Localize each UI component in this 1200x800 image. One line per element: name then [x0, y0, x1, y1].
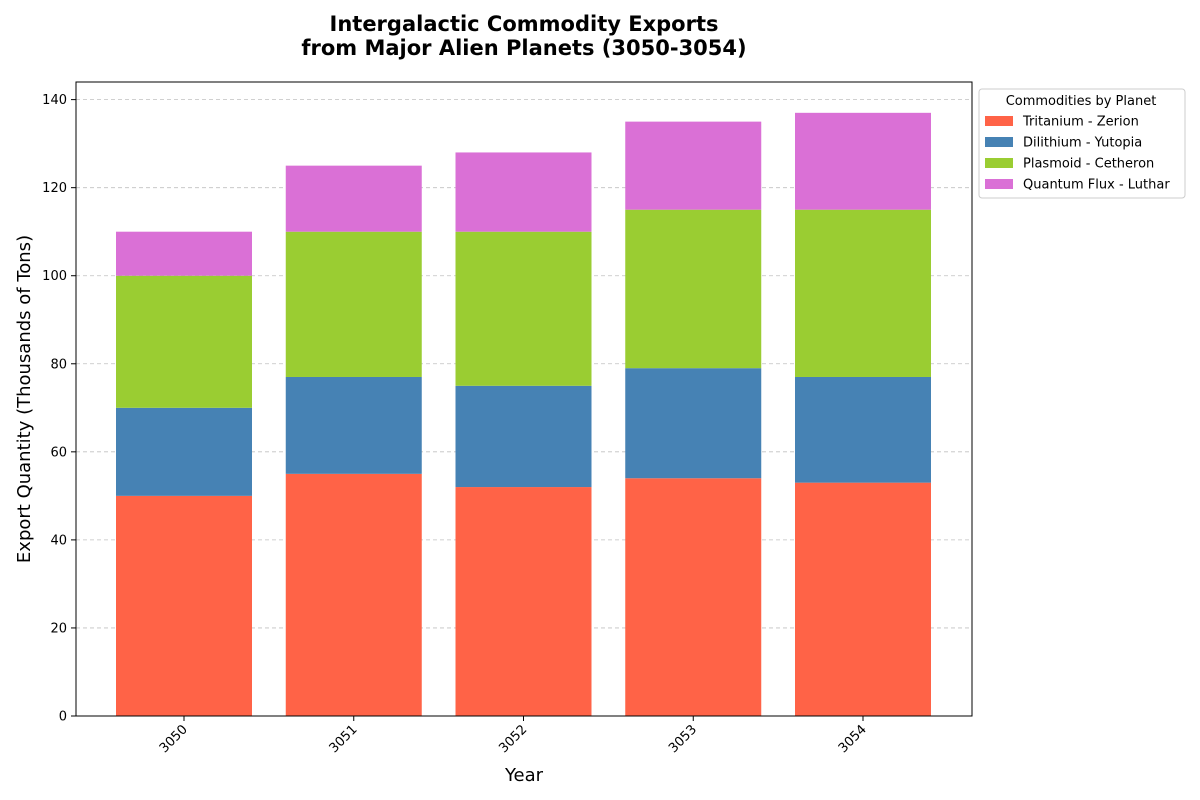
bar-segment: [625, 478, 762, 716]
bar-segment: [285, 165, 422, 232]
bar-segment: [795, 376, 931, 483]
x-tick-label: 3053: [666, 722, 700, 756]
y-tick-label: 40: [50, 533, 67, 548]
chart-title-line-1: Intergalactic Commodity Exports: [330, 12, 719, 36]
legend-items: Tritanium - Zerion Dilithium - Yutopia Pla…: [985, 115, 1170, 193]
y-tick-label: 120: [42, 181, 67, 196]
bar-segment: [625, 121, 762, 210]
legend-label: Quantum Flux - Luthar: [1023, 178, 1170, 193]
x-tick-label: 3052: [496, 722, 530, 756]
bar-segment: [795, 112, 931, 210]
bar-segment: [625, 209, 762, 369]
bar-segment: [455, 152, 592, 232]
legend-label: Dilithium - Yutopia: [1023, 136, 1142, 151]
x-axis-label: Year: [504, 765, 544, 786]
y-tick-label: 80: [50, 357, 67, 372]
bar-segment: [795, 482, 931, 716]
bar-segment: [455, 231, 592, 386]
legend-swatch: [985, 179, 1013, 189]
legend: Commodities by Planet Tritanium - Zerion…: [978, 88, 1186, 199]
bar-segment: [795, 209, 931, 377]
chart-title-line-2: from Major Alien Planets (3050-3054): [301, 36, 746, 60]
bar-segment: [285, 473, 422, 716]
y-axis-label: Export Quantity (Thousands of Tons): [14, 235, 35, 563]
bar-segment: [455, 385, 592, 488]
y-tick-label: 100: [42, 269, 67, 284]
y-tick-label: 20: [50, 621, 67, 636]
bar-segment: [116, 495, 252, 716]
bar-segment: [116, 407, 252, 496]
legend-swatch: [985, 158, 1013, 168]
y-tick-label: 0: [59, 710, 67, 725]
y-tick-label: 140: [42, 93, 67, 108]
legend-title: Commodities by Planet: [1006, 94, 1157, 109]
bar-segment: [285, 231, 422, 377]
bar-segment: [455, 487, 592, 716]
x-tick-label: 3051: [327, 722, 361, 756]
legend-swatch: [985, 116, 1013, 126]
y-tick-label: 60: [50, 445, 67, 460]
bar-segment: [116, 275, 252, 408]
x-axis: 3050 3051 3052 3053 3054: [157, 716, 870, 756]
x-tick-label: 3050: [157, 722, 191, 756]
legend-label: Tritanium - Zerion: [1022, 115, 1139, 130]
bar-segment: [625, 368, 762, 479]
bars: [116, 112, 931, 716]
legend-label: Plasmoid - Cetheron: [1023, 157, 1154, 172]
x-tick-label: 3054: [836, 722, 870, 756]
legend-swatch: [985, 137, 1013, 147]
legend-frame: [978, 88, 1186, 199]
bar-segment: [116, 231, 252, 276]
y-axis: 0 20 40 60 80 100 120 140: [42, 93, 76, 725]
bar-segment: [285, 376, 422, 474]
